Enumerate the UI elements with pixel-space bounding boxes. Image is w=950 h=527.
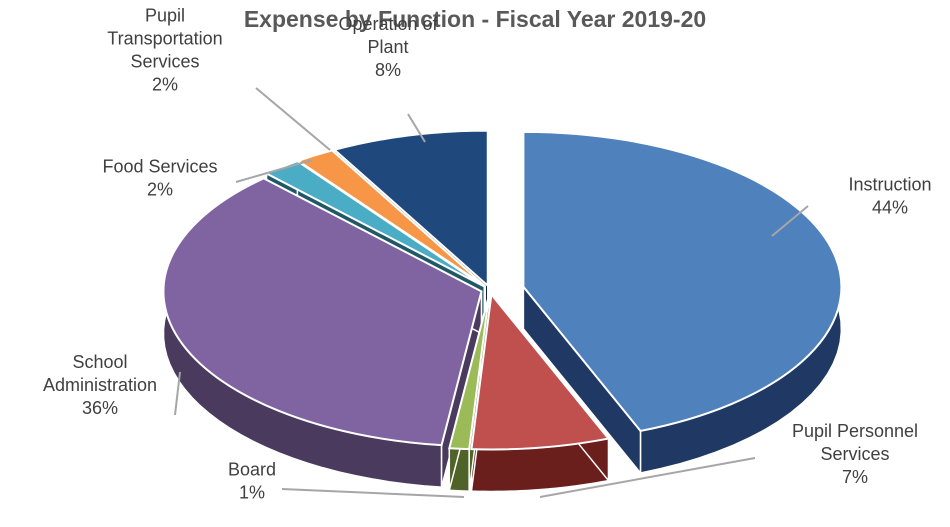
- slice-name-line: Pupil Personnel: [792, 421, 918, 441]
- slice-instruction: [522, 130, 843, 433]
- slice-percent: 2%: [152, 75, 178, 95]
- chart-title: Expense by Function - Fiscal Year 2019-2…: [243, 6, 707, 32]
- slice-percent: 2%: [147, 180, 173, 200]
- slice-operation-of-plant: [332, 129, 489, 288]
- slice-name-line: Operation of: [338, 14, 438, 34]
- slice-label-board: Board 1%: [228, 460, 276, 503]
- slice-percent: 8%: [375, 60, 401, 80]
- slice-label-food-services: Food Services 2%: [102, 157, 217, 200]
- slice-label-school-administration: School Administration 36%: [43, 352, 157, 418]
- slice-labels: Instruction 44% Pupil Personnel Services 7% B…: [43, 6, 932, 503]
- leader-line-pupil-transportation-services: [255, 87, 331, 151]
- leader-line-instruction: [771, 205, 809, 237]
- slice-label-pupil-transportation-services: Pupil Transportation Services 2%: [107, 6, 222, 95]
- leader-line-pupil-personnel-services: [539, 457, 756, 498]
- leader-line-board: [281, 488, 465, 498]
- slice-percent: 7%: [842, 467, 868, 487]
- slice-name-line: Services: [820, 444, 889, 464]
- slice-name-line: Board: [228, 460, 276, 480]
- slice-name-line: School: [72, 352, 127, 372]
- slice-name-line: Instruction: [848, 175, 931, 195]
- slice-name-line: Plant: [367, 37, 408, 57]
- slice-name-line: Services: [130, 52, 199, 72]
- slice-label-instruction: Instruction 44%: [848, 175, 931, 218]
- slice-board: [448, 294, 491, 451]
- slice-school-administration: [162, 177, 483, 447]
- slice-label-operation-of-plant: Operation of Plant 8%: [338, 14, 438, 80]
- slice-name-line: Administration: [43, 375, 157, 395]
- slice-pupil-transportation-services: [296, 149, 486, 288]
- leader-line-food-services: [235, 159, 313, 183]
- slice-label-pupil-personnel-services: Pupil Personnel Services 7%: [792, 421, 918, 487]
- leader-line-school-administration: [174, 371, 181, 416]
- leader-line-operation-of-plant: [407, 113, 426, 143]
- pie-top-layer: [162, 129, 843, 451]
- slice-percent: 44%: [872, 198, 908, 218]
- slice-percent: 36%: [82, 398, 118, 418]
- slice-name-line: Food Services: [102, 157, 217, 177]
- leader-lines: [174, 87, 809, 498]
- slice-pupil-personnel-services: [470, 292, 611, 451]
- slice-name-line: Transportation: [107, 29, 222, 49]
- slice-percent: 1%: [239, 483, 265, 503]
- slice-name-line: Pupil: [145, 6, 185, 26]
